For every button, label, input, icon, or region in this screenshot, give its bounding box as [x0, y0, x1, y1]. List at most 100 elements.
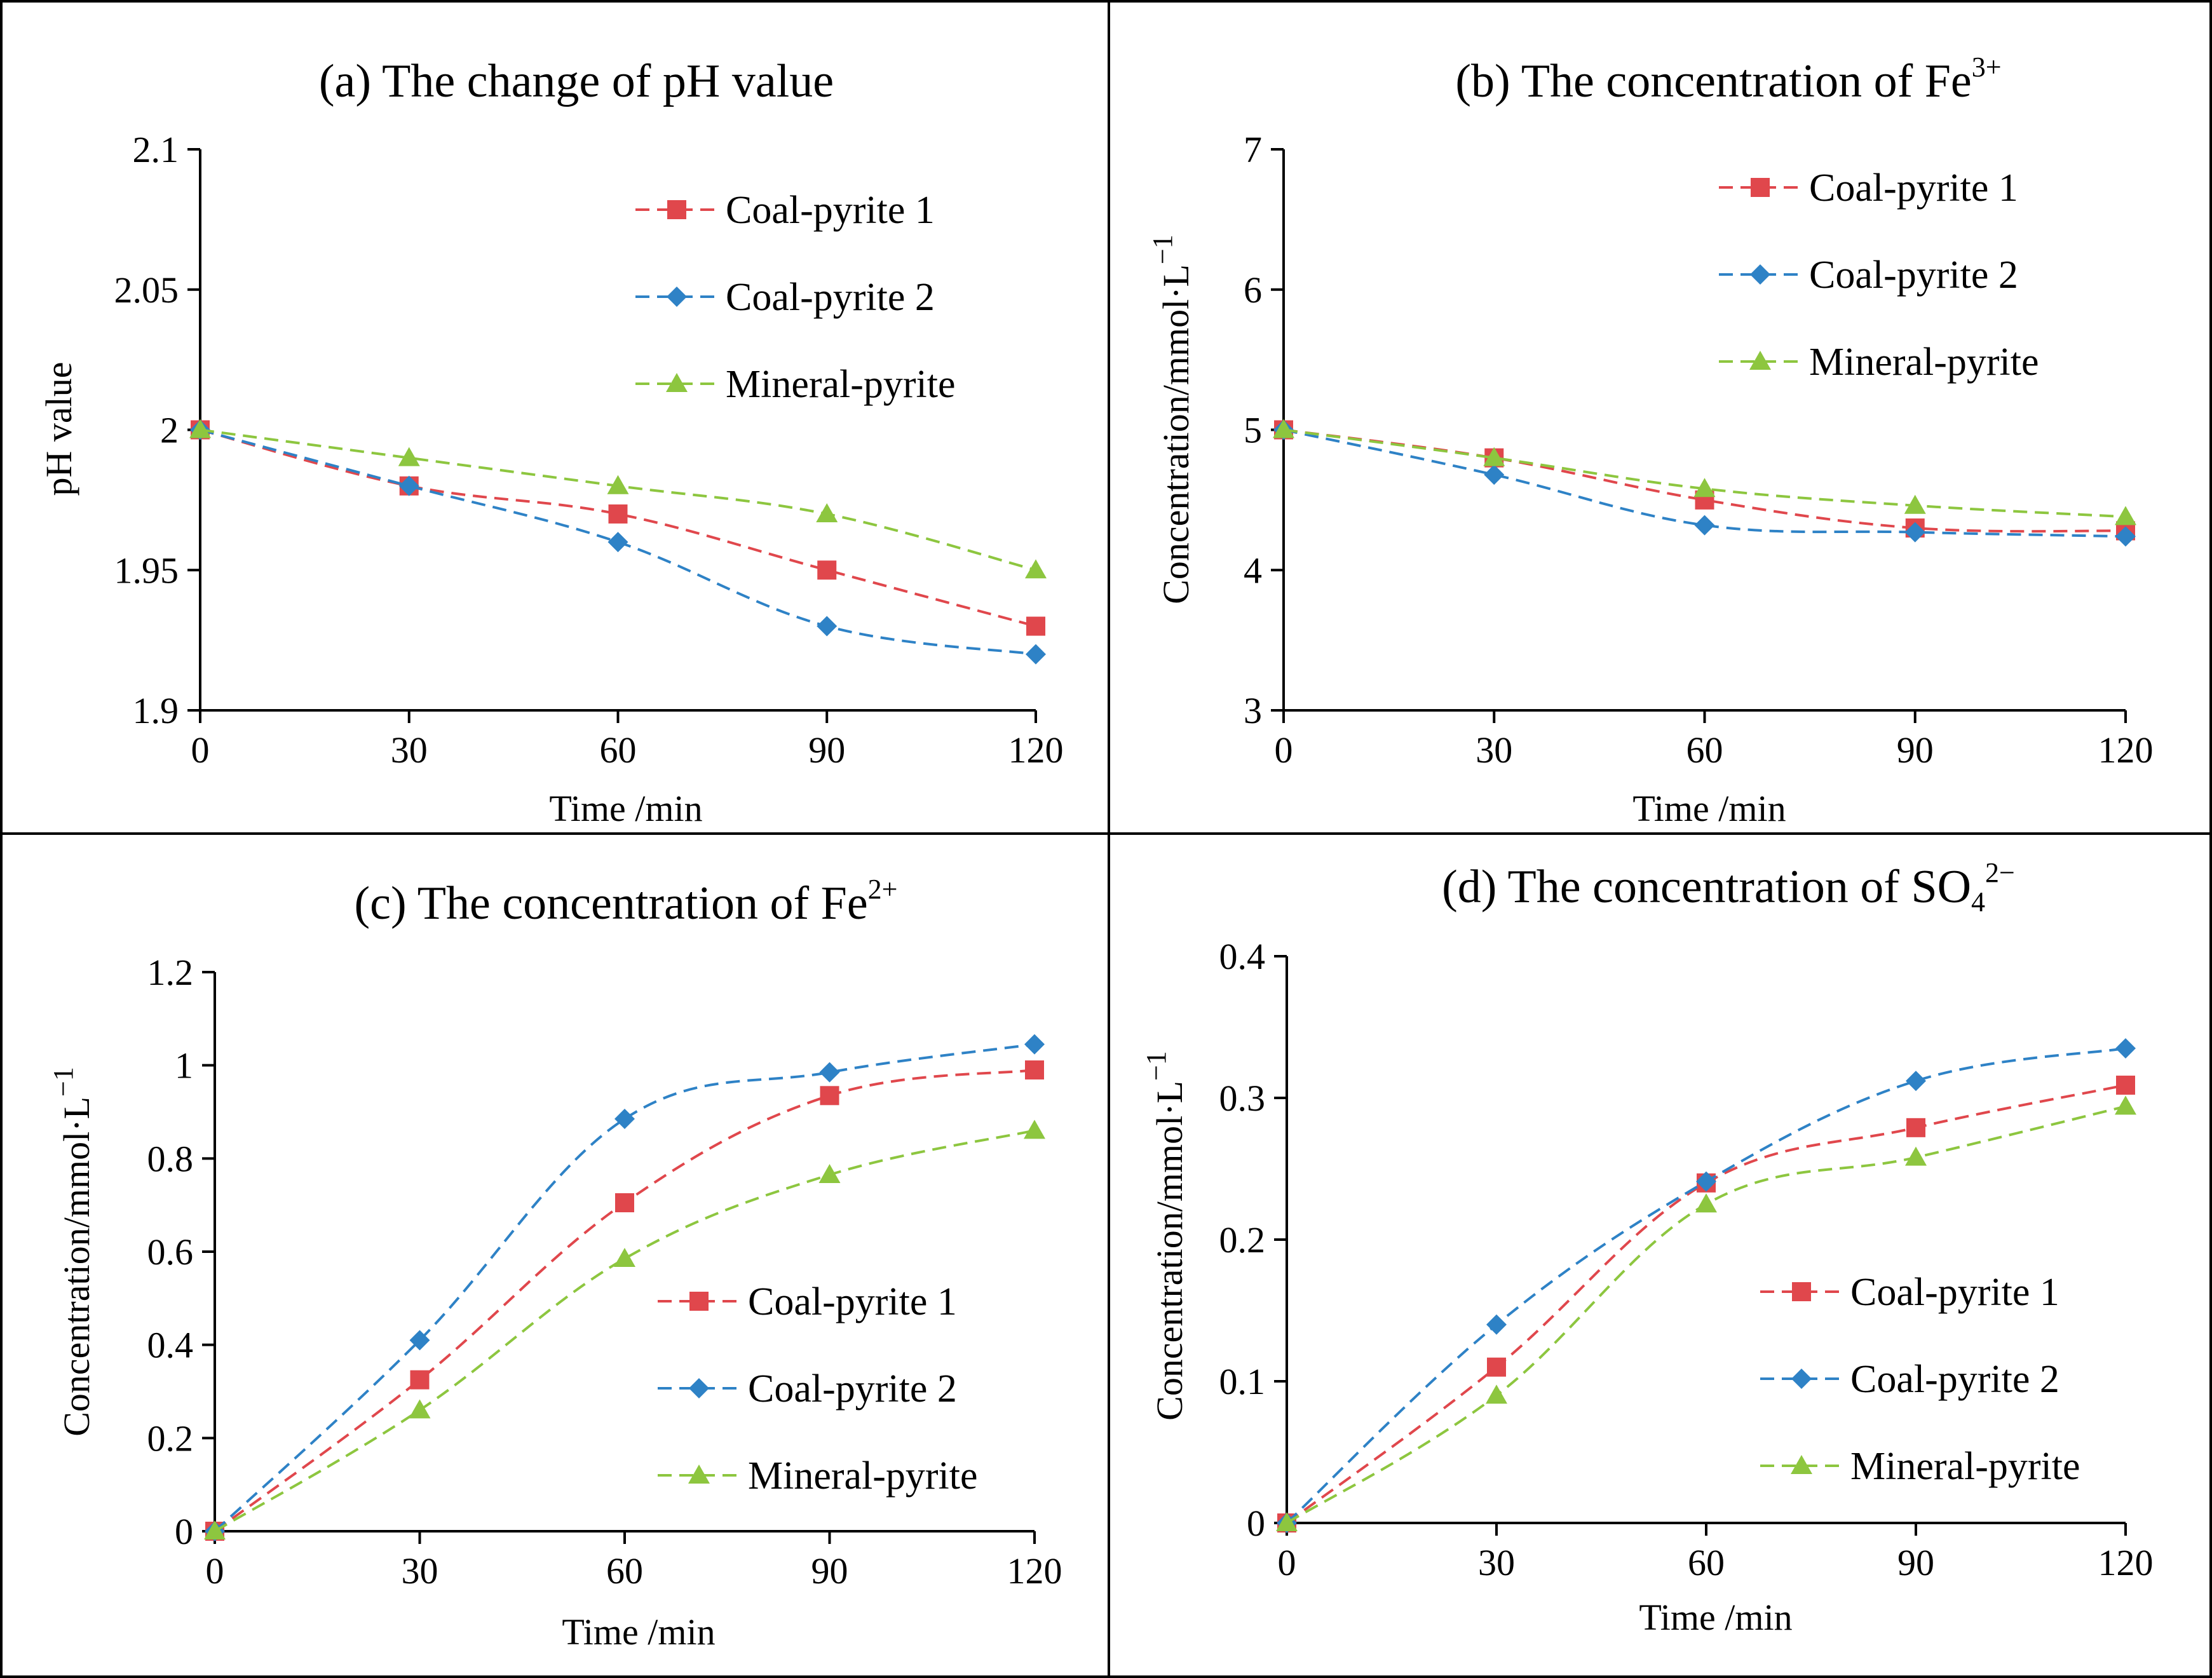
series-mineral-pyrite — [204, 1120, 1045, 1539]
legend-label: Mineral-pyrite — [726, 363, 956, 406]
series-coal-pyrite-2 — [190, 419, 1046, 665]
x-tick-label: 60 — [1688, 1542, 1725, 1583]
y-axis-title: Concentration/mmol·L−1 — [1141, 1051, 1190, 1421]
data-point — [1696, 1171, 1716, 1192]
data-point — [1904, 494, 1926, 514]
y-tick-label: 1.95 — [114, 550, 179, 591]
data-point — [1484, 464, 1505, 485]
data-point — [1906, 1118, 1925, 1137]
y-tick-label: 7 — [1244, 129, 1262, 170]
data-point — [2115, 1038, 2136, 1059]
x-tick-label: 90 — [1897, 1542, 1934, 1583]
legend-marker — [688, 1465, 710, 1484]
legend-label: Coal-pyrite 1 — [748, 1280, 957, 1323]
y-axis-title-superscript: −1 — [1147, 234, 1178, 264]
legend-marker — [1791, 1455, 1812, 1474]
series-mineral-pyrite — [1276, 1095, 2136, 1531]
legend-marker — [667, 200, 686, 219]
x-tick-label: 0 — [191, 729, 210, 771]
data-point — [607, 532, 628, 553]
x-axis-title: Time /min — [1632, 788, 1786, 829]
data-point — [1486, 1314, 1507, 1335]
data-point — [1486, 1384, 1507, 1404]
legend-marker — [689, 1292, 709, 1311]
x-tick-label: 30 — [391, 729, 428, 771]
legend-marker — [1749, 351, 1771, 370]
y-axis-title-text: Concentration/mmol·L — [1149, 1081, 1190, 1421]
y-tick-label: 0.4 — [1219, 936, 1266, 977]
panel-d: (d) The concentration of SO42− 0 0.1 0.2 0.3… — [1141, 857, 2154, 1638]
series-coal-pyrite-2 — [1273, 419, 2136, 547]
y-tick-label: 2.1 — [133, 129, 179, 170]
legend-label: Coal-pyrite 1 — [726, 189, 935, 232]
series-mineral-pyrite — [1273, 419, 2136, 525]
data-point — [1276, 1512, 1298, 1531]
data-point — [816, 503, 838, 522]
data-point — [1026, 644, 1046, 665]
legend-marker — [1751, 178, 1770, 197]
legend-entry: Coal-pyrite 2 — [635, 276, 935, 319]
data-point — [1693, 478, 1716, 497]
data-point — [1483, 447, 1505, 466]
x-tick-label: 90 — [811, 1550, 848, 1592]
legend-label: Mineral-pyrite — [1809, 341, 2039, 384]
panel-title: (d) The concentration of SO42− — [1442, 857, 2015, 917]
y-tick-label: 2.05 — [114, 269, 179, 311]
series-line — [1286, 1046, 2126, 1524]
series-line — [214, 1043, 1035, 1533]
y-tick-label: 5 — [1244, 410, 1262, 451]
x-axis-title: Time /min — [1639, 1597, 1792, 1638]
data-point — [819, 1062, 840, 1083]
series-mineral-pyrite — [189, 419, 1047, 579]
y-tick-label: 0.4 — [147, 1325, 194, 1366]
legend-entry: Mineral-pyrite — [1719, 341, 2039, 384]
y-tick-label: 0.1 — [1219, 1361, 1266, 1402]
series-line — [1283, 428, 2126, 538]
legend-label: Coal-pyrite 2 — [748, 1367, 957, 1411]
legend-marker — [666, 373, 688, 392]
panel-b: (b) The concentration of Fe3+ 3 4 5 6 7 0 30 60 9… — [1147, 51, 2154, 829]
data-point — [607, 475, 629, 494]
legend-entry: Coal-pyrite 2 — [658, 1367, 957, 1411]
panel-title-subscript: 4 — [1971, 886, 1985, 917]
legend-entry: Coal-pyrite 2 — [1760, 1358, 2059, 1401]
legend-marker — [689, 1378, 709, 1398]
panel-title-superscript: 2− — [1985, 857, 2015, 888]
data-point — [409, 1330, 430, 1351]
y-axis-title-text: pH value — [38, 362, 79, 496]
series-line — [1283, 428, 2126, 518]
data-point — [398, 447, 420, 466]
x-tick-label: 30 — [402, 1550, 438, 1592]
x-tick-label: 90 — [1897, 729, 1934, 771]
legend-label: Coal-pyrite 2 — [726, 276, 935, 319]
y-tick-label: 0 — [1247, 1503, 1265, 1544]
data-point — [410, 1370, 430, 1390]
x-tick-label: 60 — [600, 729, 637, 771]
y-tick-label: 3 — [1244, 690, 1262, 731]
data-point — [614, 1248, 635, 1267]
data-point — [1487, 1357, 1506, 1377]
series-line — [1286, 1105, 2126, 1524]
x-tick-label: 0 — [1275, 729, 1293, 771]
y-tick-label: 1 — [175, 1045, 193, 1086]
legend-label: Mineral-pyrite — [1850, 1445, 2080, 1488]
data-point — [1695, 1193, 1717, 1213]
y-tick-label: 1.2 — [147, 952, 194, 993]
series-line — [1286, 1083, 2126, 1524]
y-tick-label: 1.9 — [133, 690, 179, 731]
panel-title-superscript: 2+ — [868, 874, 898, 905]
legend-entry: Coal-pyrite 1 — [635, 189, 935, 232]
data-point — [1024, 1120, 1045, 1139]
panel-title-superscript: 3+ — [1972, 51, 2002, 83]
panel-title-text: (a) The change of pH value — [319, 55, 834, 107]
panel-c: (c) The concentration of Fe2+ 0 0.2 0.4 0.6 0… — [48, 874, 1062, 1653]
panel-title-text: (c) The concentration of Fe — [354, 877, 867, 930]
data-point — [409, 1399, 431, 1419]
panel-title-text: (d) The concentration of SO — [1442, 861, 1971, 913]
data-point — [1694, 515, 1715, 536]
legend-label: Coal-pyrite 2 — [1809, 254, 2018, 297]
data-point — [2116, 1075, 2135, 1095]
legend-entry: Mineral-pyrite — [1760, 1445, 2080, 1488]
